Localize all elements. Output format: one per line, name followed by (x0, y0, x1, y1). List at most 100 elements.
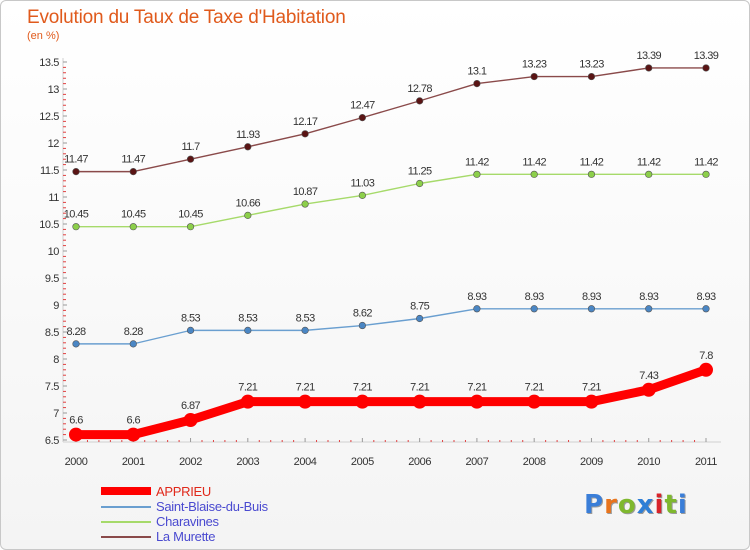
data-label: 7.21 (467, 382, 486, 394)
logo-letter: i (677, 490, 688, 520)
y-tick-label: 12.5 (39, 111, 59, 123)
series-layer (69, 64, 713, 442)
data-label-layer: 8.28 8.28 8.53 8.53 8.53 8.62 8.75 8.93 8.93 8.93… (64, 50, 720, 427)
series-line (75, 308, 707, 345)
chart-title: Evolution du Taux de Taxe d'Habitation (27, 7, 346, 28)
data-point (186, 155, 195, 163)
y-tick-label: 12 (48, 138, 60, 150)
data-point (587, 170, 596, 178)
data-point (702, 305, 710, 313)
series-apprieu (69, 362, 713, 442)
data-point (240, 394, 255, 409)
data-label: 6.6 (127, 415, 141, 427)
data-point (587, 305, 596, 313)
data-label: 12.78 (407, 83, 432, 95)
data-label: 7.21 (353, 382, 372, 394)
series-line (71, 365, 711, 440)
y-tick-label: 9.5 (45, 273, 59, 285)
x-tick-label: 2011 (695, 456, 717, 468)
data-point (126, 427, 141, 442)
data-label: 12.17 (293, 116, 318, 128)
legend-item: La Murette (101, 529, 361, 544)
data-label: 8.62 (353, 308, 372, 320)
data-point (702, 170, 710, 178)
series-line (75, 67, 707, 173)
legend: APPRIEU Saint-Blaise-du-Buis Charavines La … (101, 484, 361, 544)
data-point (244, 211, 252, 219)
data-point (530, 72, 538, 81)
data-label: 13.39 (636, 50, 661, 62)
data-label: 8.53 (238, 312, 257, 324)
x-tick-label: 2001 (122, 456, 145, 468)
series-la-murette (72, 64, 710, 176)
data-point (584, 394, 599, 409)
data-point (641, 382, 656, 397)
legend-label: Charavines (156, 514, 219, 529)
data-point (301, 130, 309, 138)
data-point (358, 114, 366, 122)
data-point (645, 170, 653, 178)
x-tick-label: 2000 (65, 456, 88, 468)
data-point (183, 413, 198, 428)
logo-letter: x (636, 490, 655, 520)
legend-label: Saint-Blaise-du-Buis (156, 499, 268, 514)
data-point (412, 394, 427, 409)
data-point (244, 143, 252, 151)
data-point (129, 340, 137, 348)
x-tick-label: 2008 (523, 456, 546, 468)
data-label: 11.42 (580, 156, 604, 168)
data-label: 8.75 (410, 301, 429, 313)
data-point (72, 340, 80, 348)
data-label: 8.93 (525, 291, 544, 303)
data-label: 10.45 (121, 209, 146, 221)
data-point (702, 64, 710, 72)
series-charavines (72, 170, 710, 231)
data-label: 13.1 (467, 66, 486, 78)
data-point (645, 64, 653, 72)
data-point (530, 170, 538, 178)
data-point (72, 168, 80, 176)
data-label: 13.23 (522, 59, 547, 71)
data-label: 7.21 (410, 382, 429, 394)
data-point (473, 79, 481, 88)
data-point (469, 394, 484, 409)
data-label: 13.23 (579, 59, 604, 71)
data-point (416, 314, 424, 323)
chart-subtitle: (en %) (27, 30, 60, 42)
y-tick-label: 9 (53, 300, 59, 312)
proxiti-logo: Proxiti (584, 490, 688, 520)
data-label: 8.28 (66, 326, 85, 338)
data-label: 13.39 (694, 50, 719, 62)
data-label: 6.87 (181, 400, 200, 412)
data-label: 11.42 (522, 156, 546, 168)
data-label: 7.8 (699, 350, 713, 362)
legend-swatch (101, 521, 151, 523)
series-saint-blaise-du-buis (72, 305, 710, 348)
data-label: 8.93 (467, 291, 486, 303)
data-point (527, 394, 542, 409)
chart-axes: 6.5 7 7.5 8 8.5 9 9.5 10 10.5 11 11.5 12 12.5 13 13.5 2… (39, 57, 721, 468)
data-label: 8.93 (582, 291, 601, 303)
x-tick-label: 2010 (637, 456, 660, 468)
y-tick-label: 13 (48, 84, 60, 96)
x-tick-label: 2006 (408, 456, 431, 468)
legend-item: APPRIEU (101, 484, 361, 499)
y-tick-label: 6.5 (45, 435, 59, 447)
series-line (75, 173, 707, 228)
data-point (301, 200, 309, 208)
data-point (298, 394, 313, 409)
data-label: 8.28 (124, 326, 143, 338)
data-point (473, 305, 481, 313)
data-point (69, 427, 83, 442)
legend-label: APPRIEU (156, 484, 211, 499)
logo-letter: i (654, 490, 665, 520)
legend-swatch (101, 487, 151, 495)
data-point (129, 168, 137, 176)
data-label: 11.42 (465, 156, 489, 168)
data-point (587, 72, 596, 81)
y-tick-label: 13.5 (39, 57, 59, 69)
y-tick-label: 11 (48, 192, 59, 204)
y-tick-label: 11.5 (40, 165, 59, 177)
legend-item: Charavines (101, 514, 361, 529)
